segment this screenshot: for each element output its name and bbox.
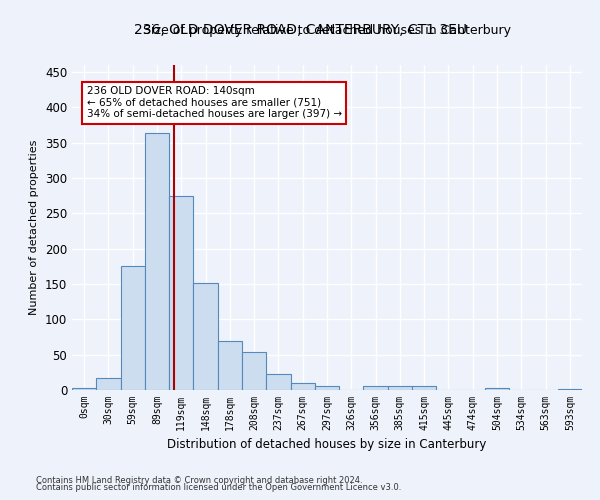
Bar [193, 284, 218, 390]
Bar [96, 378, 121, 390]
Bar [290, 383, 315, 390]
Bar [169, 196, 193, 390]
Bar [558, 388, 582, 390]
Text: Contains HM Land Registry data © Crown copyright and database right 2024.: Contains HM Land Registry data © Crown c… [36, 476, 362, 485]
Text: Contains public sector information licensed under the Open Government Licence v3: Contains public sector information licen… [36, 484, 401, 492]
Bar [485, 388, 509, 390]
Bar [121, 266, 145, 390]
Bar [412, 386, 436, 390]
Text: 236, OLD DOVER ROAD, CANTERBURY, CT1 3EU: 236, OLD DOVER ROAD, CANTERBURY, CT1 3EU [133, 22, 467, 36]
Bar [72, 388, 96, 390]
Title: Size of property relative to detached houses in Canterbury: Size of property relative to detached ho… [143, 24, 511, 38]
Bar [364, 386, 388, 390]
X-axis label: Distribution of detached houses by size in Canterbury: Distribution of detached houses by size … [167, 438, 487, 452]
Bar [218, 340, 242, 390]
Bar [266, 374, 290, 390]
Bar [315, 386, 339, 390]
Text: 236 OLD DOVER ROAD: 140sqm
← 65% of detached houses are smaller (751)
34% of sem: 236 OLD DOVER ROAD: 140sqm ← 65% of deta… [86, 86, 341, 120]
Bar [388, 386, 412, 390]
Bar [145, 133, 169, 390]
Bar [242, 352, 266, 390]
Y-axis label: Number of detached properties: Number of detached properties [29, 140, 40, 315]
